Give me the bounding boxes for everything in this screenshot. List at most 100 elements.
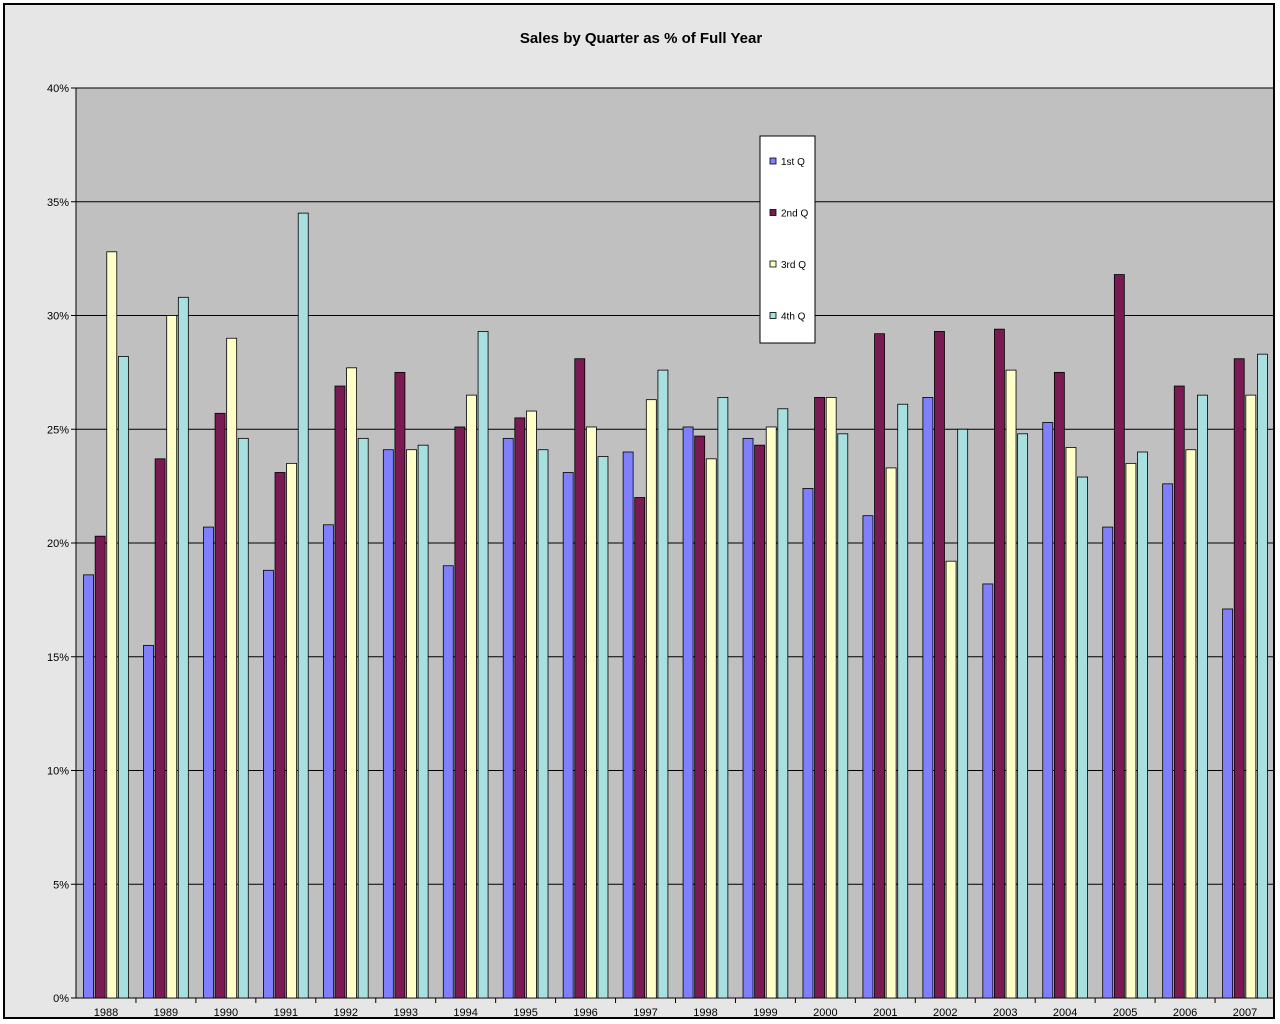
bar-1991-2nd-q xyxy=(274,472,286,999)
bar-1993-4th-q xyxy=(417,444,429,999)
bar-2007-3rd-q xyxy=(1245,394,1257,999)
bar-2004-4th-q xyxy=(1077,476,1088,999)
x-tick-label: 1999 xyxy=(753,1007,777,1017)
bar-2001-3rd-q xyxy=(885,467,897,999)
legend-swatch xyxy=(769,209,777,216)
bar-1994-3rd-q xyxy=(466,394,477,999)
bar-2003-3rd-q xyxy=(1005,369,1017,999)
bar-1997-4th-q xyxy=(657,369,669,999)
bar-2005-2nd-q xyxy=(1113,274,1125,999)
bar-1996-2nd-q xyxy=(574,358,586,999)
bar-1997-2nd-q xyxy=(634,497,646,999)
x-tick-label: 1992 xyxy=(334,1007,358,1017)
bar-2007-1st-q xyxy=(1222,608,1234,999)
y-tick-label: 5% xyxy=(53,879,69,891)
bar-1989-1st-q xyxy=(143,644,154,999)
legend-label: 2nd Q xyxy=(781,209,808,220)
x-tick-label: 1994 xyxy=(453,1007,477,1017)
bar-1989-3rd-q xyxy=(166,315,178,999)
bar-1988-1st-q xyxy=(83,574,94,999)
bar-1999-3rd-q xyxy=(765,426,777,999)
bar-2000-3rd-q xyxy=(825,396,837,999)
x-tick-label: 2002 xyxy=(933,1007,957,1017)
bar-1993-3rd-q xyxy=(406,449,417,999)
bar-2006-4th-q xyxy=(1197,394,1208,999)
bar-1990-2nd-q xyxy=(214,412,226,999)
chart-frame: Sales by Quarter as % of Full Year 0% 5% 1… xyxy=(3,3,1275,1019)
x-tick-label: 2004 xyxy=(1053,1007,1077,1017)
x-tick-label: 2005 xyxy=(1113,1007,1137,1017)
y-tick-label: 30% xyxy=(47,311,69,323)
y-tick-label: 0% xyxy=(53,993,69,1005)
bar-2005-1st-q xyxy=(1102,526,1114,999)
bar-1992-4th-q xyxy=(357,437,369,999)
bar-2005-4th-q xyxy=(1137,451,1148,999)
legend-swatch xyxy=(769,312,777,319)
x-tick-label: 2003 xyxy=(993,1007,1017,1017)
bar-1990-3rd-q xyxy=(226,337,238,999)
bar-2002-2nd-q xyxy=(934,331,945,999)
bar-2006-2nd-q xyxy=(1173,385,1185,999)
bar-1990-4th-q xyxy=(237,437,249,999)
chart-title: Sales by Quarter as % of Full Year xyxy=(520,30,762,47)
bar-2006-3rd-q xyxy=(1185,449,1197,999)
y-tick-label: 15% xyxy=(47,652,69,664)
bar-1998-1st-q xyxy=(682,426,694,999)
bar-1988-4th-q xyxy=(117,356,129,999)
x-tick-label: 1989 xyxy=(154,1007,178,1017)
y-tick-label: 35% xyxy=(47,197,69,209)
bar-1996-4th-q xyxy=(597,456,609,999)
x-tick-label: 1996 xyxy=(573,1007,597,1017)
bar-2003-4th-q xyxy=(1017,433,1029,999)
bar-2003-2nd-q xyxy=(994,328,1005,999)
x-tick-label: 2001 xyxy=(873,1007,897,1017)
bar-2003-1st-q xyxy=(982,583,994,999)
bar-1994-1st-q xyxy=(442,565,454,999)
x-tick-label: 2000 xyxy=(813,1007,837,1017)
bar-1989-2nd-q xyxy=(154,458,166,999)
bar-2004-3rd-q xyxy=(1065,447,1077,999)
bar-1988-3rd-q xyxy=(106,251,118,999)
bar-1997-3rd-q xyxy=(645,399,657,999)
bar-1991-3rd-q xyxy=(286,462,298,999)
bar-1993-2nd-q xyxy=(394,371,406,999)
bar-1994-2nd-q xyxy=(454,426,466,999)
bar-1992-1st-q xyxy=(322,524,334,999)
bar-1995-3rd-q xyxy=(526,410,537,999)
bar-2007-4th-q xyxy=(1257,353,1268,999)
bar-2004-2nd-q xyxy=(1053,371,1065,999)
bar-2007-2nd-q xyxy=(1233,358,1245,999)
bar-2006-1st-q xyxy=(1162,483,1174,999)
bar-1993-1st-q xyxy=(382,449,394,999)
x-axis: 1988 1989 1990 1991 1992 1993 1994 1995 1996 1997… xyxy=(94,998,1257,1017)
y-tick-label: 10% xyxy=(47,766,69,778)
bar-chart: Sales by Quarter as % of Full Year 0% 5% 1… xyxy=(47,30,1273,1017)
bar-1999-4th-q xyxy=(777,408,789,999)
bar-2005-3rd-q xyxy=(1125,462,1137,999)
x-tick-label: 1997 xyxy=(633,1007,657,1017)
legend-swatch xyxy=(769,260,777,268)
bar-1992-3rd-q xyxy=(346,367,357,999)
bar-1991-1st-q xyxy=(263,569,274,999)
bar-2001-4th-q xyxy=(897,403,909,999)
x-tick-label: 1993 xyxy=(393,1007,417,1017)
bar-1995-1st-q xyxy=(502,437,514,999)
bar-2002-4th-q xyxy=(957,428,969,999)
x-tick-label: 2007 xyxy=(1233,1007,1257,1017)
x-tick-label: 1988 xyxy=(94,1007,118,1017)
bar-2004-1st-q xyxy=(1042,422,1054,999)
x-tick-label: 1995 xyxy=(513,1007,537,1017)
y-tick-label: 20% xyxy=(47,538,69,550)
y-tick-label: 40% xyxy=(47,83,69,95)
bar-1999-2nd-q xyxy=(754,444,766,999)
bar-1995-4th-q xyxy=(537,449,549,999)
x-tick-label: 1998 xyxy=(693,1007,717,1017)
bar-1994-4th-q xyxy=(477,331,489,999)
legend-label: 3rd Q xyxy=(781,260,806,271)
legend-box xyxy=(759,135,816,344)
legend: 1st Q 2nd Q 3rd Q 4th Q xyxy=(759,135,816,344)
bar-2000-4th-q xyxy=(837,433,849,999)
bar-1990-1st-q xyxy=(203,526,214,999)
bar-2001-2nd-q xyxy=(874,333,885,999)
bar-2000-2nd-q xyxy=(814,396,825,999)
